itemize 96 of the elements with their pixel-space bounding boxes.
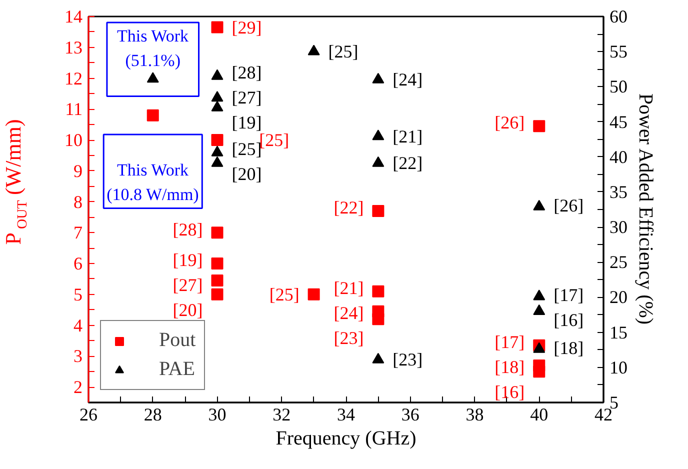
point bbox=[211, 100, 224, 112]
y-tick-label: 12 bbox=[64, 68, 82, 88]
point bbox=[533, 200, 546, 210]
annotation: [22] bbox=[392, 153, 423, 174]
y2-tick-label: 55 bbox=[610, 42, 628, 62]
y2-tick-label: 45 bbox=[610, 112, 628, 132]
x-tick-label: 32 bbox=[272, 404, 291, 424]
y2-tick-label: 15 bbox=[610, 322, 628, 342]
annotation: [26] bbox=[554, 195, 584, 216]
point bbox=[533, 366, 546, 378]
point bbox=[372, 352, 384, 364]
point bbox=[211, 134, 224, 146]
y2-tick-label: 40 bbox=[610, 146, 628, 167]
annotation: [19] bbox=[232, 112, 262, 133]
y-tick-label: 3 bbox=[74, 346, 82, 366]
annotation: [25] bbox=[328, 42, 358, 62]
annotation: [29] bbox=[232, 17, 262, 38]
annotation: [28] bbox=[232, 62, 262, 83]
y2-tick-label: 30 bbox=[610, 217, 628, 238]
point bbox=[211, 258, 224, 270]
x-tick-label: 38 bbox=[466, 404, 484, 424]
point bbox=[211, 69, 224, 80]
legend-label: Pout bbox=[159, 329, 196, 352]
y-tick-label: 7 bbox=[74, 222, 82, 243]
annotation: [24] bbox=[334, 302, 364, 323]
y-tick-label: 4 bbox=[74, 315, 82, 336]
annotation: [23] bbox=[334, 328, 364, 348]
annotation: [24] bbox=[392, 70, 423, 90]
annotation: [20] bbox=[232, 164, 262, 184]
point bbox=[372, 285, 384, 298]
point bbox=[372, 156, 384, 167]
annotation: [22] bbox=[334, 198, 364, 218]
annotation: [16] bbox=[554, 310, 584, 330]
annotation: [28] bbox=[172, 219, 203, 240]
x-tick-label: 34 bbox=[337, 404, 355, 424]
x-tick-label: 28 bbox=[144, 404, 162, 424]
point bbox=[211, 146, 224, 156]
point bbox=[533, 304, 546, 315]
x-tick-label: 40 bbox=[530, 404, 548, 424]
point bbox=[211, 288, 224, 300]
point bbox=[533, 342, 546, 353]
y-tick-label: 11 bbox=[65, 99, 83, 120]
x-axis-title: Frequency (GHz) bbox=[276, 428, 416, 450]
annotation: [20] bbox=[172, 300, 203, 320]
y-tick-label: 9 bbox=[74, 160, 82, 181]
annotation: [25] bbox=[259, 130, 290, 150]
point bbox=[146, 109, 159, 122]
annotation: [27] bbox=[172, 275, 203, 296]
point bbox=[211, 156, 224, 167]
point bbox=[372, 130, 384, 140]
y-tick-label: 2 bbox=[74, 377, 82, 398]
y-tick-label: 8 bbox=[74, 192, 82, 212]
annotation: [25] bbox=[269, 284, 300, 304]
point bbox=[372, 72, 384, 84]
point bbox=[533, 290, 546, 300]
annotation: [16] bbox=[494, 382, 525, 402]
y-tick-label: 6 bbox=[74, 254, 82, 274]
annotation: [18] bbox=[554, 338, 584, 358]
point bbox=[211, 226, 224, 239]
annotation: [26] bbox=[494, 112, 525, 133]
y-tick-label: 14 bbox=[64, 6, 82, 26]
annotation: [23] bbox=[392, 350, 423, 370]
y-tick-label: 13 bbox=[64, 37, 82, 58]
y2-tick-label: 50 bbox=[610, 76, 628, 97]
point bbox=[533, 120, 546, 132]
x-tick-label: 36 bbox=[401, 404, 420, 424]
y2-tick-label: 25 bbox=[610, 252, 628, 272]
annotation: [19] bbox=[172, 250, 203, 270]
point bbox=[372, 313, 384, 326]
annotation: [21] bbox=[392, 126, 423, 147]
annotation: [25] bbox=[232, 139, 262, 160]
annotation: [27] bbox=[232, 88, 262, 108]
point bbox=[211, 91, 224, 102]
y2-tick-label: 10 bbox=[610, 357, 628, 378]
annotation: This Work (10.8 W/mm) bbox=[106, 160, 199, 204]
annotation: [18] bbox=[494, 356, 525, 377]
point bbox=[211, 21, 224, 34]
point bbox=[372, 205, 384, 218]
point bbox=[146, 72, 159, 83]
point bbox=[308, 288, 320, 300]
annotation: [21] bbox=[334, 278, 364, 298]
x-tick-label: 26 bbox=[80, 404, 98, 424]
point bbox=[211, 274, 224, 287]
point bbox=[308, 44, 320, 56]
y2-tick-label: 35 bbox=[610, 182, 628, 202]
annotation: [17] bbox=[494, 332, 525, 352]
y2-tick-label: 60 bbox=[610, 6, 628, 26]
y2-axis-title: Power Added Efficiency (%) bbox=[634, 93, 656, 325]
x-tick-label: 30 bbox=[208, 404, 226, 424]
legend-label: PAE bbox=[159, 358, 195, 381]
y-tick-label: 10 bbox=[64, 130, 82, 150]
y2-tick-label: 20 bbox=[610, 287, 628, 308]
y-axis-title: POUT (W/mm) bbox=[0, 119, 30, 245]
annotation: This Work (51.1%) bbox=[116, 26, 189, 70]
annotation: [17] bbox=[554, 285, 584, 306]
y-tick-label: 5 bbox=[74, 284, 82, 304]
